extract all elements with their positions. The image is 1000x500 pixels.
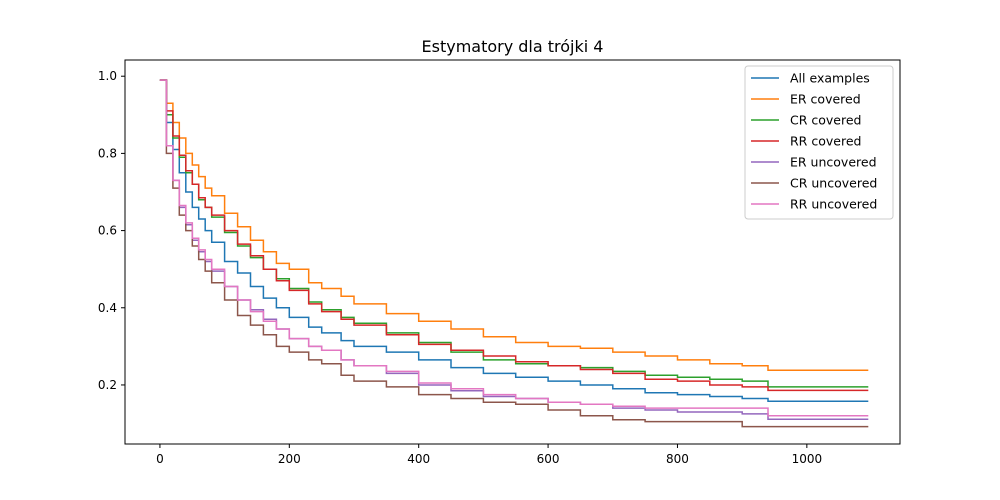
x-tick-label: 0 bbox=[156, 452, 164, 466]
legend-box bbox=[744, 65, 894, 220]
plot-area-frame bbox=[124, 59, 901, 445]
y-tick-label: 1.0 bbox=[98, 69, 117, 83]
legend-label: CR covered bbox=[790, 113, 861, 128]
legend-label: RR uncovered bbox=[790, 197, 877, 212]
legend-label: ER covered bbox=[790, 92, 861, 107]
x-tick-label: 1000 bbox=[792, 452, 823, 466]
legend-label: RR covered bbox=[790, 134, 861, 149]
y-tick-label: 0.2 bbox=[98, 378, 117, 392]
legend-label: CR uncovered bbox=[790, 176, 877, 191]
plot-lines bbox=[159, 79, 869, 428]
x-tick-label: 800 bbox=[666, 452, 689, 466]
series-line-4 bbox=[159, 79, 869, 392]
x-tick-label: 600 bbox=[537, 452, 560, 466]
y-tick-label: 0.8 bbox=[98, 146, 117, 160]
x-tick-label: 400 bbox=[407, 452, 430, 466]
y-tick-label: 0.6 bbox=[98, 224, 117, 238]
legend: All examples ER covered CR covered RR cover… bbox=[744, 65, 894, 220]
x-axis: 0 200 400 600 800 1000 bbox=[156, 444, 822, 466]
y-tick-label: 0.4 bbox=[98, 301, 117, 315]
series-line-1 bbox=[159, 79, 869, 402]
series-line-2 bbox=[159, 79, 869, 372]
legend-label: ER uncovered bbox=[790, 155, 877, 170]
x-tick-label: 200 bbox=[278, 452, 301, 466]
legend-label: All examples bbox=[790, 71, 870, 86]
y-axis: 0.2 0.4 0.6 0.8 1.0 bbox=[98, 69, 125, 392]
series-line-6 bbox=[159, 79, 869, 428]
series-line-7 bbox=[159, 79, 869, 417]
chart-title: Estymatory dla trójki 4 bbox=[422, 37, 604, 56]
